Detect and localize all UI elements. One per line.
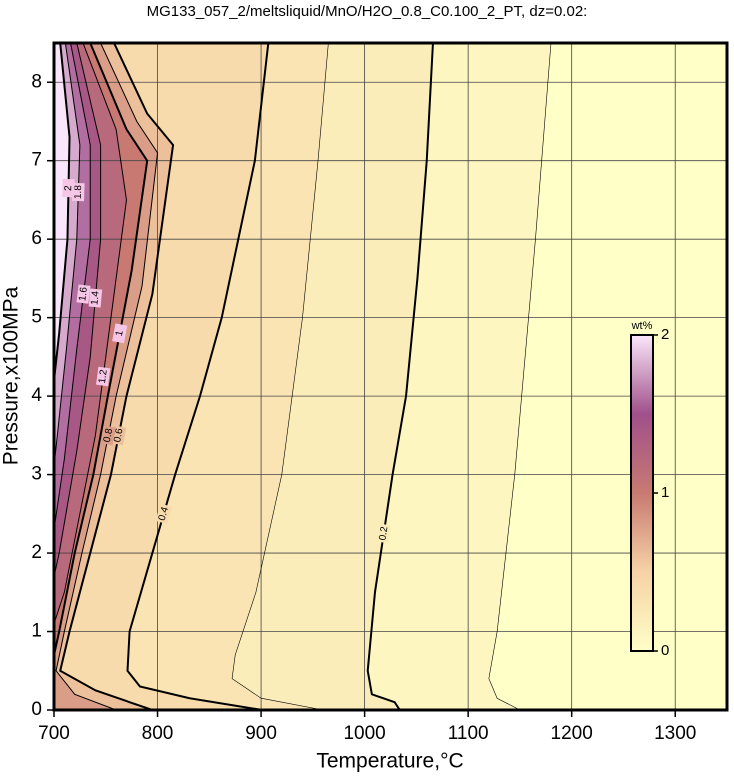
contour-label-box xyxy=(96,366,111,387)
contour-label-box xyxy=(155,503,173,525)
plot-frame xyxy=(52,41,729,712)
y-tick-label: 6 xyxy=(31,228,42,249)
contour-label: 0.2 xyxy=(377,525,390,541)
x-tick-label: 800 xyxy=(142,723,174,744)
y-tick-label: 2 xyxy=(31,542,42,563)
contour-label-box xyxy=(88,288,103,308)
y-tick-label: 4 xyxy=(31,385,42,406)
contour-label-box xyxy=(376,523,392,544)
contour-label: 0.8 xyxy=(102,427,116,443)
contour-label: 0.6 xyxy=(112,427,126,443)
contour-line xyxy=(54,43,149,656)
y-tick-label: 0 xyxy=(31,699,42,720)
colorbar-tick-label: 0 xyxy=(661,642,669,659)
x-tick-label: 1000 xyxy=(343,723,385,744)
x-tick-label: 1200 xyxy=(551,723,593,744)
contour-label-box xyxy=(62,179,75,198)
x-tick-label: 900 xyxy=(245,723,277,744)
contour-label-box xyxy=(112,323,128,344)
colorbar-tick-label: 1 xyxy=(661,484,669,501)
contour-line xyxy=(54,43,81,467)
contour-line xyxy=(54,43,102,577)
y-tick-label: 8 xyxy=(31,71,42,92)
y-tick-label: 1 xyxy=(31,621,42,642)
contour-label: 0.4 xyxy=(157,505,172,522)
contour-line xyxy=(231,43,329,710)
contour-line xyxy=(59,43,175,710)
contour-label: 1.8 xyxy=(73,185,84,200)
axes: 700 800 900 1000 1100 1200 1300 0 1 2 3 4 5 6 7 8 wt% 0 1 2 xyxy=(31,41,729,744)
y-tick-label: 5 xyxy=(31,307,42,328)
contour-label-box xyxy=(72,182,85,202)
chart-title: MG133_057_2/meltsliquid/MnO/H2O_0.8_C0.1… xyxy=(147,3,588,20)
contour-line xyxy=(488,43,552,710)
y-axis-label: Pressure,x100MPa xyxy=(0,286,23,465)
contour-line xyxy=(55,43,159,710)
y-tick-label: 3 xyxy=(31,464,42,485)
contour-label-box xyxy=(76,284,91,304)
contour-label-box xyxy=(100,425,116,446)
contour-label: 1.4 xyxy=(89,290,101,305)
x-tick-label: 1300 xyxy=(654,723,696,744)
colorbar-label: wt% xyxy=(631,320,653,332)
y-tick-label: 7 xyxy=(31,150,42,171)
plot-area: 0.20.40.60.811.21.41.61.82 xyxy=(54,43,727,710)
colorbar xyxy=(630,334,654,652)
contour-fill xyxy=(54,43,70,381)
x-tick-label: 700 xyxy=(38,723,70,744)
contour-label: 1.6 xyxy=(77,286,90,302)
contour-line xyxy=(54,43,71,381)
contour-label: 1.2 xyxy=(97,368,110,384)
x-tick-label: 1100 xyxy=(448,723,489,744)
x-axis-label: Temperature,°C xyxy=(316,750,463,773)
contour-label: 2 xyxy=(63,185,74,191)
contour-label: 1 xyxy=(114,329,126,337)
colorbar-tick-label: 2 xyxy=(661,326,669,343)
